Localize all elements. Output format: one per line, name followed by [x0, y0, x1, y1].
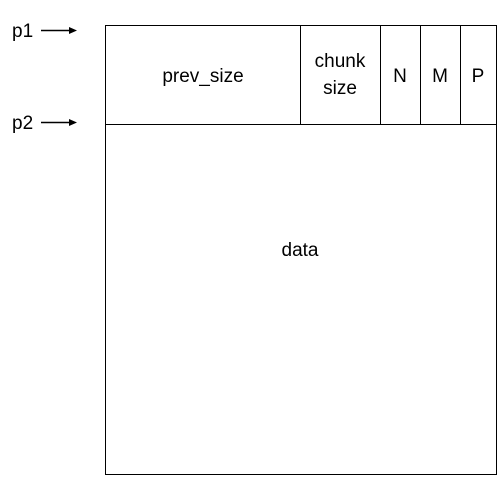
flag-m-label: M — [432, 66, 448, 87]
pointer-p1-label: p1 — [12, 21, 33, 42]
prev-size-label: prev_size — [162, 66, 243, 87]
chunk-size-label-line1: chunk — [315, 51, 366, 72]
chunk-size-label-line2: size — [323, 78, 357, 99]
flag-n-label: N — [393, 66, 407, 87]
flag-p-label: P — [472, 66, 485, 87]
pointer-p2-arrow-head — [69, 119, 77, 126]
data-label: data — [282, 240, 319, 261]
pointer-p1-arrow-head — [69, 27, 77, 34]
pointer-p2-label: p2 — [12, 113, 33, 134]
